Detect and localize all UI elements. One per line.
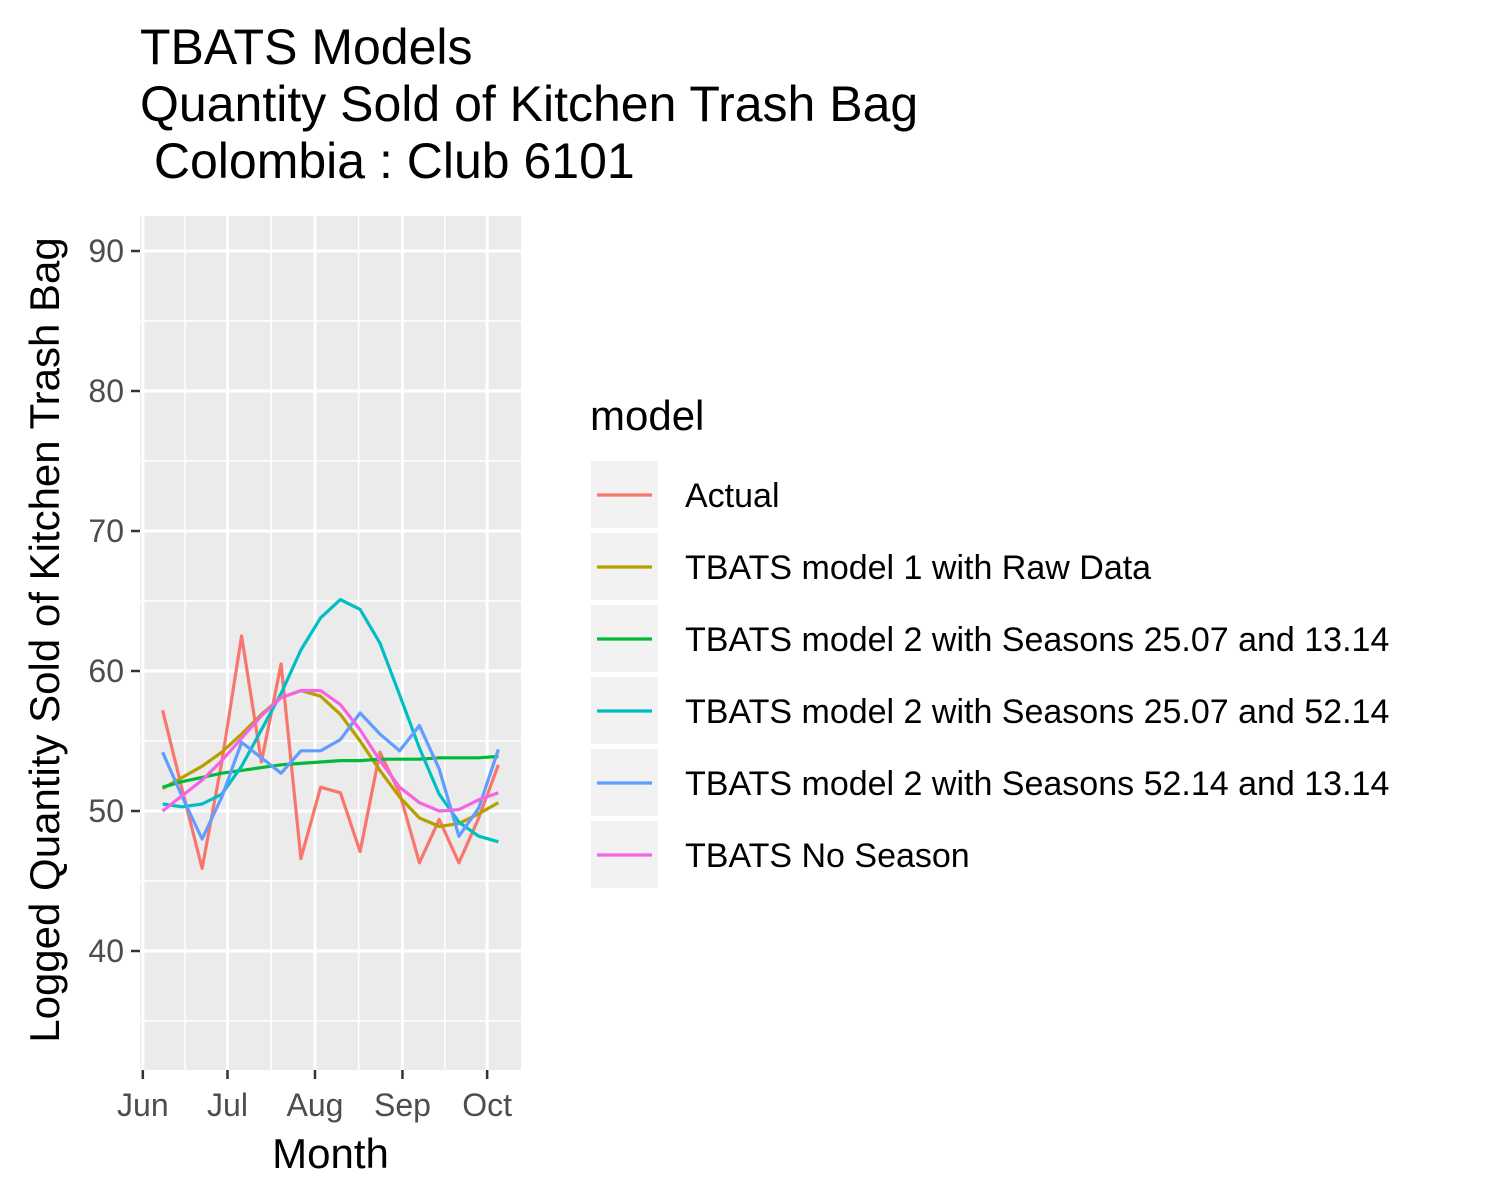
y-tick-label: 60 bbox=[88, 653, 124, 689]
x-tick-label: Aug bbox=[287, 1087, 344, 1123]
y-tick-label: 70 bbox=[88, 513, 124, 549]
y-tick-label: 40 bbox=[88, 933, 124, 969]
series-line-2 bbox=[161, 688, 500, 829]
legend-label-1: Actual bbox=[685, 477, 780, 515]
series-line-4 bbox=[162, 597, 499, 844]
legend-label-5: TBATS model 2 with Seasons 52.14 and 13.… bbox=[685, 765, 1389, 803]
legend-title: model bbox=[590, 392, 704, 439]
title-line-3: Colombia : Club 6101 bbox=[140, 133, 635, 189]
x-axis-title: Month bbox=[272, 1130, 389, 1177]
x-tick-label: Oct bbox=[462, 1087, 512, 1123]
x-tick-label: Sep bbox=[374, 1087, 431, 1123]
title-line-2: Quantity Sold of Kitchen Trash Bag bbox=[140, 76, 918, 132]
legend-label-2: TBATS model 1 with Raw Data bbox=[685, 549, 1151, 587]
title-line-1: TBATS Models bbox=[140, 19, 473, 75]
legend-label-4: TBATS model 2 with Seasons 25.07 and 52.… bbox=[685, 693, 1389, 731]
x-axis: Jun Jul Aug Sep Oct bbox=[117, 1070, 512, 1123]
y-tick-label: 90 bbox=[88, 233, 124, 269]
plot-panel bbox=[140, 216, 521, 1070]
series-line-3 bbox=[162, 754, 499, 789]
legend-label-6: TBATS No Season bbox=[685, 837, 970, 875]
y-axis-title: Logged Quantity Sold of Kitchen Trash Ba… bbox=[21, 237, 68, 1043]
series-lines bbox=[161, 597, 500, 871]
legend-label-3: TBATS model 2 with Seasons 25.07 and 13.… bbox=[685, 621, 1389, 659]
grid-minor bbox=[140, 216, 521, 1070]
legend: model Actual TBATS model 1 with Raw Data T… bbox=[590, 392, 1389, 888]
y-tick-label: 80 bbox=[88, 373, 124, 409]
x-tick-label: Jul bbox=[207, 1087, 248, 1123]
x-tick-label: Jun bbox=[117, 1087, 169, 1123]
series-line-5 bbox=[161, 711, 500, 841]
y-axis: 40 50 60 70 80 90 bbox=[88, 233, 140, 969]
series-line-6 bbox=[161, 688, 499, 813]
grid-major bbox=[140, 216, 521, 1070]
y-tick-label: 50 bbox=[88, 793, 124, 829]
